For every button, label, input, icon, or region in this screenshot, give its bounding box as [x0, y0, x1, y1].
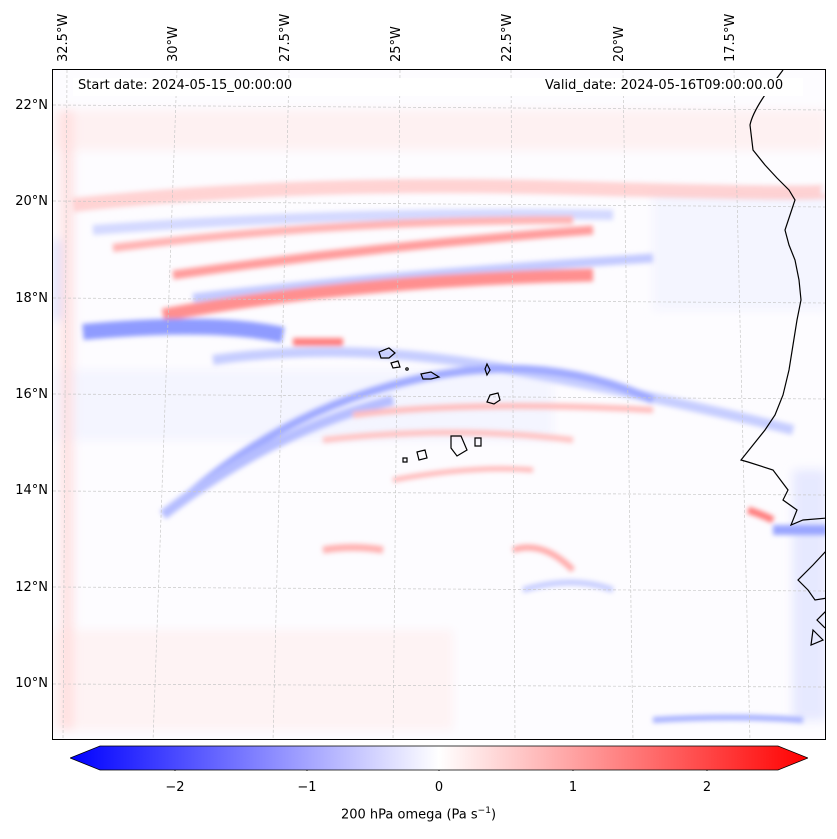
- omega-background-shading: [53, 110, 825, 730]
- colorbar-tick-2: 2: [702, 780, 712, 795]
- graticule: [53, 70, 825, 739]
- lon-label-25w: 25°W: [389, 26, 404, 62]
- colorbar-tick-0: 0: [434, 780, 444, 795]
- colorbar-tick-minus-2: −2: [165, 780, 185, 795]
- lon-label-30w: 30°W: [166, 26, 181, 62]
- lat-label-22n: 22°N: [15, 98, 48, 113]
- map-panel: [52, 69, 826, 740]
- lon-label-20w: 20°W: [612, 26, 627, 62]
- start-date-label: Start date: 2024-05-15_00:00:00: [74, 78, 297, 93]
- lat-label-14n: 14°N: [15, 483, 48, 498]
- colorbar-tick-1: 1: [568, 780, 578, 795]
- cape-verde-islands: [378, 347, 501, 463]
- omega-field-map: [53, 70, 825, 739]
- lat-label-18n: 18°N: [15, 291, 48, 306]
- colorbar-label-suffix: ): [490, 807, 497, 823]
- lat-label-10n: 10°N: [15, 676, 48, 691]
- colorbar-tick-minus-1: −1: [297, 780, 317, 795]
- omega-streaks: [72, 179, 825, 723]
- lat-label-20n: 20°N: [15, 194, 48, 209]
- africa-coastline: [739, 70, 825, 646]
- lon-label-27-5w: 27.5°W: [278, 13, 293, 62]
- lon-label-22-5w: 22.5°W: [500, 13, 515, 62]
- colorbar-ticks: [174, 770, 708, 771]
- colorbar-label-exponent: −1: [477, 806, 491, 816]
- lat-label-12n: 12°N: [15, 580, 48, 595]
- valid-date-label: Valid_date: 2024-05-16T09:00:00.00: [541, 78, 788, 93]
- colorbar: [70, 745, 808, 771]
- colorbar-label-text: 200 hPa omega (Pa s: [340, 807, 478, 823]
- colorbar-gradient: [70, 745, 808, 771]
- lon-label-17-5w: 17.5°W: [723, 13, 738, 62]
- lat-label-16n: 16°N: [15, 387, 48, 402]
- lon-label-32-5w: 32.5°W: [56, 13, 71, 62]
- colorbar-label: 200 hPa omega (Pa s−1): [0, 806, 837, 822]
